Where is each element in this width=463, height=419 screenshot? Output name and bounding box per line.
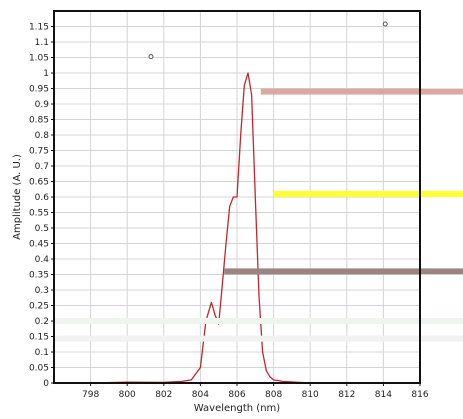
y-tick-label: 0.15 bbox=[29, 333, 49, 343]
x-tick-label: 804 bbox=[192, 390, 209, 400]
overlay-bar bbox=[260, 88, 463, 95]
x-tick-label: 808 bbox=[265, 390, 282, 400]
y-axis-ticks: 0 0.05 0.1 0.15 0.2 0.25 0.3 0.35 0.4 0.45 0.5 0.55… bbox=[29, 23, 54, 389]
y-tick-label: 0.7 bbox=[35, 162, 49, 172]
y-tick-label: 0 bbox=[43, 379, 49, 389]
x-tick-label: 798 bbox=[82, 390, 99, 400]
y-tick-label: 0.8 bbox=[35, 131, 50, 141]
x-tick-label: 810 bbox=[302, 390, 319, 400]
y-tick-label: 0.05 bbox=[29, 364, 49, 374]
spectrum-line bbox=[54, 72, 420, 384]
y-tick-label: 0.35 bbox=[29, 271, 49, 281]
y-tick-label: 0.4 bbox=[35, 255, 50, 265]
x-axis-ticks: 798 800 802 804 806 808 810 812 814 816 bbox=[82, 383, 429, 400]
y-tick-label: 0.1 bbox=[35, 348, 49, 358]
y-tick-label: 0.55 bbox=[29, 209, 49, 219]
y-tick-label: 1.05 bbox=[29, 54, 49, 64]
x-tick-label: 814 bbox=[375, 390, 392, 400]
series-layer bbox=[54, 72, 420, 384]
overlay-bar bbox=[273, 190, 463, 197]
y-tick-label: 0.2 bbox=[35, 317, 49, 327]
y-axis-title: Amplitude (A. U.) bbox=[12, 154, 23, 240]
data-marker bbox=[382, 21, 388, 27]
x-axis-title: Wavelength (nm) bbox=[194, 403, 280, 414]
overlay-bar bbox=[224, 268, 463, 275]
y-tick-label: 1.1 bbox=[35, 38, 49, 48]
y-tick-label: 0.45 bbox=[29, 240, 49, 250]
y-tick-label: 0.75 bbox=[29, 147, 49, 157]
overlay-layer bbox=[54, 88, 463, 342]
y-tick-label: 1 bbox=[43, 69, 49, 79]
y-tick-label: 0.85 bbox=[29, 116, 49, 126]
y-tick-label: 0.9 bbox=[35, 100, 50, 110]
y-tick-label: 0.5 bbox=[35, 224, 49, 234]
x-tick-label: 816 bbox=[411, 390, 428, 400]
x-tick-label: 812 bbox=[338, 390, 355, 400]
x-tick-label: 802 bbox=[155, 390, 172, 400]
y-tick-label: 0.3 bbox=[35, 286, 49, 296]
overlay-bar bbox=[54, 318, 463, 324]
y-tick-label: 0.6 bbox=[35, 193, 50, 203]
data-marker bbox=[148, 54, 154, 60]
x-tick-label: 800 bbox=[119, 390, 136, 400]
y-tick-label: 0.95 bbox=[29, 85, 49, 95]
y-tick-label: 0.25 bbox=[29, 302, 49, 312]
marker-layer bbox=[148, 21, 388, 60]
y-tick-label: 1.15 bbox=[29, 23, 49, 33]
overlay-bar bbox=[54, 335, 463, 342]
y-tick-label: 0.65 bbox=[29, 178, 49, 188]
x-tick-label: 806 bbox=[228, 390, 245, 400]
